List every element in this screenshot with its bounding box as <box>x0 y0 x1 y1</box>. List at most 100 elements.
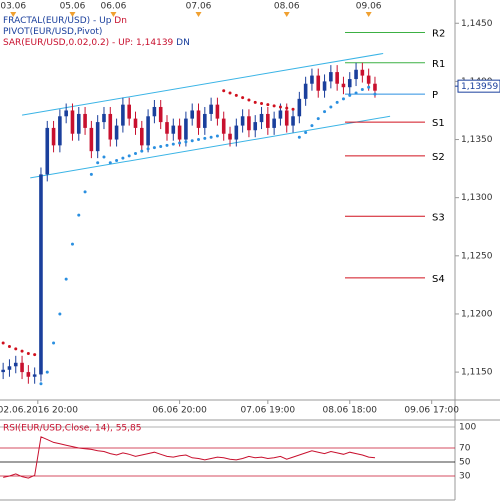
candle-body <box>221 118 226 134</box>
candle-body <box>310 75 314 84</box>
sar-dot <box>108 161 112 165</box>
sar-dot <box>234 93 238 97</box>
sar-dot <box>171 142 175 146</box>
sar-dot <box>310 124 314 128</box>
tick-mark <box>283 12 290 17</box>
candle-body <box>102 113 106 123</box>
candle-body <box>266 113 270 128</box>
y-tick-label: 1,1200 <box>461 309 493 319</box>
candle-body <box>64 110 68 117</box>
sar-dot <box>52 341 56 345</box>
x-tick-label: 02.06.2016 20:00 <box>0 406 78 416</box>
x-tick-label: 06.06 <box>101 2 127 12</box>
tick-mark <box>365 12 372 17</box>
pivot-label: R2 <box>432 29 445 40</box>
sar-dot <box>190 139 194 143</box>
sar-dot <box>140 149 144 153</box>
candle-body <box>316 75 321 91</box>
sar-dot <box>58 312 62 316</box>
candle-body <box>196 110 201 128</box>
legend-entry: PIVOT(EUR/USD,Pivot) <box>3 27 102 37</box>
sar-dot <box>278 105 282 109</box>
candle-body <box>291 116 295 126</box>
legend-entry: FRACTAL(EUR/USD) - Up Dn <box>3 16 127 26</box>
rsi-tick-label: 100 <box>459 423 476 433</box>
candle-body <box>1 369 5 373</box>
y-tick-label: 1,1250 <box>461 251 493 261</box>
sar-dot <box>323 110 327 114</box>
sar-dot <box>146 147 150 151</box>
candle-body <box>184 118 188 140</box>
candle-body <box>341 83 346 88</box>
sar-dot <box>159 145 163 149</box>
candle-body <box>58 116 62 146</box>
candle-body <box>171 125 176 134</box>
pivot-label: P <box>432 90 438 101</box>
x-tick-label: 09.06 <box>356 2 382 12</box>
candle-body <box>240 116 245 126</box>
candle-body <box>89 127 94 152</box>
candle-body <box>203 113 207 128</box>
candle-body <box>133 118 138 128</box>
sar-dot <box>121 156 125 160</box>
legend-text: PIVOT(EUR/USD,Pivot) <box>3 27 102 37</box>
sar-dot <box>367 85 371 89</box>
candle-body <box>366 75 371 84</box>
x-tick-label: 08.06 18:00 <box>322 406 377 416</box>
candle-body <box>51 127 56 146</box>
sar-dot <box>341 97 345 101</box>
sar-dot <box>133 151 137 155</box>
x-tick-label: 06.06 20:00 <box>152 406 207 416</box>
sar-dot <box>152 146 156 150</box>
sar-dot <box>70 242 74 246</box>
tick-mark <box>69 12 76 17</box>
rsi-tick-label: 70 <box>459 444 471 454</box>
legend-text: FRACTAL(EUR/USD) - <box>3 16 99 26</box>
candle-body <box>253 122 258 131</box>
candle-body <box>121 104 125 126</box>
sar-dot <box>329 105 333 109</box>
y-tick-label: 1,1150 <box>461 368 493 378</box>
tick-mark <box>10 12 17 17</box>
candle-body <box>146 116 150 146</box>
sar-dot <box>360 88 364 92</box>
tick-mark <box>195 12 202 17</box>
candle-body <box>215 104 220 119</box>
candle-body <box>139 127 144 146</box>
candle-body <box>259 113 264 123</box>
candle-body <box>209 104 213 114</box>
sar-dot <box>178 141 182 145</box>
candle-body <box>83 113 87 128</box>
sar-dot <box>247 98 251 102</box>
candle-body <box>329 72 333 82</box>
y-tick-label: 1,1450 <box>461 19 493 29</box>
pivot-label: S3 <box>432 212 445 223</box>
sar-dot <box>285 106 289 110</box>
legend-text: DN <box>173 38 190 48</box>
sar-dot <box>89 172 93 176</box>
channel-line <box>30 115 391 179</box>
pivot-label: S2 <box>432 152 445 163</box>
y-tick-label: 1,1350 <box>461 135 493 145</box>
sar-dot <box>64 277 68 281</box>
sar-dot <box>165 143 169 147</box>
candle-body <box>322 81 327 91</box>
candle-body <box>26 372 31 377</box>
sar-dot <box>222 89 226 93</box>
candle-body <box>127 104 131 119</box>
candle-body <box>177 125 182 140</box>
candle-body <box>303 83 308 99</box>
rsi-label: RSI(EUR/USD,Close, 14), 55,85 <box>3 424 141 434</box>
sar-dot <box>115 158 119 162</box>
sar-dot <box>304 131 308 135</box>
candle-body <box>284 110 289 126</box>
candle-body <box>158 106 163 123</box>
candle-body <box>20 362 24 373</box>
candle-body <box>7 366 12 370</box>
candle-body <box>278 110 283 119</box>
sar-dot <box>184 140 188 144</box>
candle-body <box>272 118 276 128</box>
sar-dot <box>291 107 295 111</box>
candle-body <box>297 98 302 117</box>
